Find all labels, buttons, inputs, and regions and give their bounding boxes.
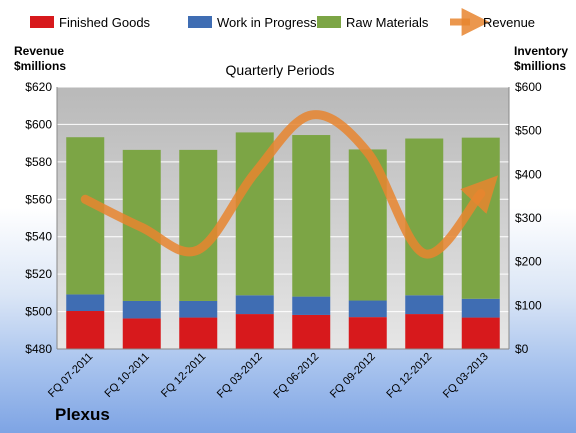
legend-label: Revenue [483,15,535,30]
bar-work-in-progress [348,300,387,318]
x-tick-label: FQ 12-2011 [159,351,208,400]
right-axis-title-line2: $millions [514,59,566,73]
x-tick-label: FQ 10-2011 [102,351,151,400]
bar-work-in-progress [122,300,161,319]
bar-raw-materials [66,137,105,295]
right-tick-label: $400 [515,167,542,181]
left-tick-label: $520 [25,267,52,281]
legend-label: Finished Goods [59,15,151,30]
x-tick-label: FQ 07-2011 [46,351,95,400]
left-tick-label: $560 [25,192,52,206]
bar-finished-goods [348,317,387,349]
revenue-line-path [80,110,499,259]
right-tick-label: $200 [515,255,542,269]
bar-work-in-progress [292,296,331,315]
bar-work-in-progress [461,298,500,318]
x-tick-label: FQ 12-2012 [384,351,434,401]
chart-title: Quarterly Periods [226,62,335,78]
legend-label: Raw Materials [346,15,429,30]
left-axis-title-line1: Revenue [14,44,64,58]
left-tick-label: $600 [25,117,52,131]
legend-swatch [30,16,54,28]
bar-finished-goods [292,314,331,349]
right-tick-label: $300 [515,211,542,225]
legend-label: Work in Progress [217,15,317,30]
x-tick-label: FQ 09-2012 [328,351,378,401]
bar-work-in-progress [235,295,274,315]
left-axis-title-line2: $millions [14,59,66,73]
bar-finished-goods [235,314,274,349]
left-tick-label: $480 [25,342,52,356]
legend-swatch [188,16,212,28]
legend-swatch [317,16,341,28]
x-tick-label: FQ 03-2013 [441,351,491,401]
x-tick-label: FQ 06-2012 [271,351,321,401]
bar-raw-materials [405,138,444,296]
left-tick-label: $620 [25,80,52,94]
bar-finished-goods [122,318,161,349]
right-axis-title-line1: Inventory [514,44,568,58]
legend: Finished Goods Work in Progress Raw Materi… [30,8,535,36]
right-tick-label: $0 [515,342,529,356]
left-tick-label: $580 [25,155,52,169]
company-name: Plexus [55,405,110,424]
x-tick-label: FQ 03-2012 [215,351,265,401]
bar-finished-goods [461,317,500,349]
bar-work-in-progress [405,295,444,315]
bar-finished-goods [179,317,218,349]
bar-finished-goods [405,314,444,349]
bar-work-in-progress [179,300,218,318]
revenue-line [80,110,499,259]
left-tick-label: $500 [25,305,52,319]
bar-finished-goods [66,311,105,349]
bar-raw-materials [292,135,331,297]
bar-raw-materials [179,149,218,301]
left-tick-label: $540 [25,230,52,244]
right-tick-label: $100 [515,298,542,312]
right-tick-label: $500 [515,124,542,138]
bar-work-in-progress [66,294,105,312]
right-tick-label: $600 [515,80,542,94]
